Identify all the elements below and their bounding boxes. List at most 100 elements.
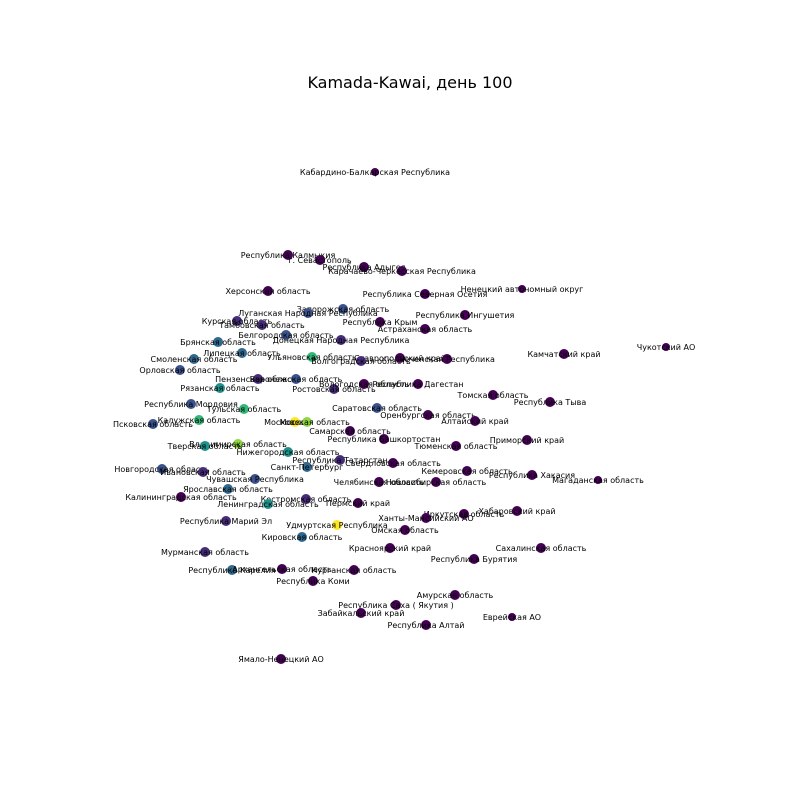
node-marker (488, 390, 498, 400)
node-label: Москва (280, 418, 311, 427)
node-marker (301, 494, 311, 504)
graph-node: Псковская область (113, 419, 193, 429)
node-marker (375, 317, 385, 327)
node-label: Кабардино-Балкарская Республика (300, 168, 450, 177)
node-marker (200, 547, 210, 557)
node-marker (662, 343, 670, 351)
node-label: Мурманская область (161, 548, 249, 557)
node-label: Херсонская область (225, 287, 310, 296)
graph-node: Республика Северная Осетия (363, 289, 488, 299)
node-marker (462, 466, 472, 476)
graph-node: Ленинградская область (217, 499, 319, 509)
node-label: Ростовская область (292, 385, 376, 394)
graph-node: Республика Татарстан (292, 455, 388, 465)
graph-node: Ярославская область (183, 484, 273, 494)
graph-node: Республика Ингушетия (416, 310, 515, 320)
node-marker (442, 354, 452, 364)
graph-node: Донецкая Народная Республика (273, 335, 410, 345)
graph-node: г. Севастополь (288, 255, 352, 265)
node-label: Псковская область (113, 420, 193, 429)
node-marker (215, 383, 225, 393)
node-marker (379, 434, 389, 444)
graph-node: Еврейская АО (483, 613, 541, 622)
graph-node: Хабаровский край (478, 506, 556, 516)
node-marker (186, 399, 196, 409)
node-label: Ярославская область (183, 485, 273, 494)
graph-node: Республика Дагестан (372, 379, 464, 389)
node-marker (385, 543, 395, 553)
node-marker (233, 439, 243, 449)
node-label: Саратовская область (332, 404, 422, 413)
node-label: Свердловская область (345, 459, 441, 468)
node-label: Республика Татарстан (292, 456, 387, 465)
node-marker (356, 356, 366, 366)
node-label: Тверская область (167, 442, 243, 451)
node-marker (302, 417, 312, 427)
node-marker (336, 335, 346, 345)
node-marker (431, 477, 441, 487)
graph-node: Новгородская область (114, 464, 210, 474)
node-marker (508, 613, 516, 621)
node-label: Астраханская область (378, 325, 473, 334)
node-marker (470, 416, 480, 426)
node-label: Ивановская область (160, 468, 246, 477)
node-label: Республика Мордовия (144, 400, 238, 409)
node-marker (359, 262, 369, 272)
node-label: Республика Северная Осетия (363, 290, 488, 299)
node-label: Архангельская область (232, 565, 332, 574)
node-label: Курская область (202, 317, 273, 326)
node-marker (359, 379, 369, 389)
graph-node: Иркутская область (424, 509, 505, 519)
node-label: Чукотский АО (637, 343, 696, 352)
node-label: Оренбургская область (380, 411, 476, 420)
node-marker (371, 168, 379, 176)
node-label: Нижегородская область (236, 448, 339, 457)
node-label: Чеченская Республика (399, 355, 495, 364)
node-marker (400, 525, 410, 535)
node-label: Белгородская область (238, 331, 334, 340)
graph-node: Оренбургская область (380, 410, 476, 420)
graph-node: Свердловская область (345, 458, 441, 468)
graph-node: Республика Марий Эл (180, 516, 272, 526)
node-label: Еврейская АО (483, 613, 541, 622)
node-marker (257, 320, 267, 330)
node-label: Пензенская область (215, 375, 301, 384)
node-marker (250, 474, 260, 484)
graph-node: Кировская область (262, 532, 343, 542)
node-label: Новосибирская область (386, 478, 487, 487)
node-marker (372, 403, 382, 413)
node-marker (237, 348, 247, 358)
node-marker (329, 384, 339, 394)
graph-node: Липецкая область (203, 348, 281, 358)
node-marker (338, 304, 348, 314)
graph-node: Республика Мордовия (144, 399, 238, 409)
node-marker (469, 554, 479, 564)
node-marker (283, 447, 293, 457)
node-marker (290, 417, 300, 427)
node-label: Брянская область (180, 338, 256, 347)
graph-node: Ненецкий автономный округ (461, 285, 583, 294)
graph-node: Тверская область (167, 441, 243, 451)
graph-node: Волгоградская область (311, 356, 411, 366)
graph-node: Костромская область (261, 494, 352, 504)
node-marker (276, 654, 286, 664)
node-marker (594, 476, 602, 484)
node-label: Калининградская область (125, 493, 237, 502)
graph-node: Чеченская Республика (399, 354, 495, 364)
node-marker (315, 255, 325, 265)
graph-node: Мурманская область (161, 547, 249, 557)
graph-node: Кемеровская область (421, 466, 513, 476)
graph-node: Чувашская Республика (206, 474, 304, 484)
node-label: Иркутская область (424, 510, 505, 519)
node-marker (239, 404, 249, 414)
graph-node: Сахалинская область (496, 543, 587, 553)
node-label: Республика Ингушетия (416, 311, 515, 320)
node-label: Красноярский край (349, 544, 431, 553)
node-label: Республика Карелия (188, 566, 276, 575)
graph-node: Республика Алтай (388, 620, 464, 630)
node-label: Сахалинская область (496, 544, 587, 553)
node-label: Карачаево-Черкесская Республика (328, 267, 476, 276)
graph-node: Омская область (371, 525, 439, 535)
graph-node: Пермский край (326, 498, 390, 508)
node-marker (302, 462, 312, 472)
